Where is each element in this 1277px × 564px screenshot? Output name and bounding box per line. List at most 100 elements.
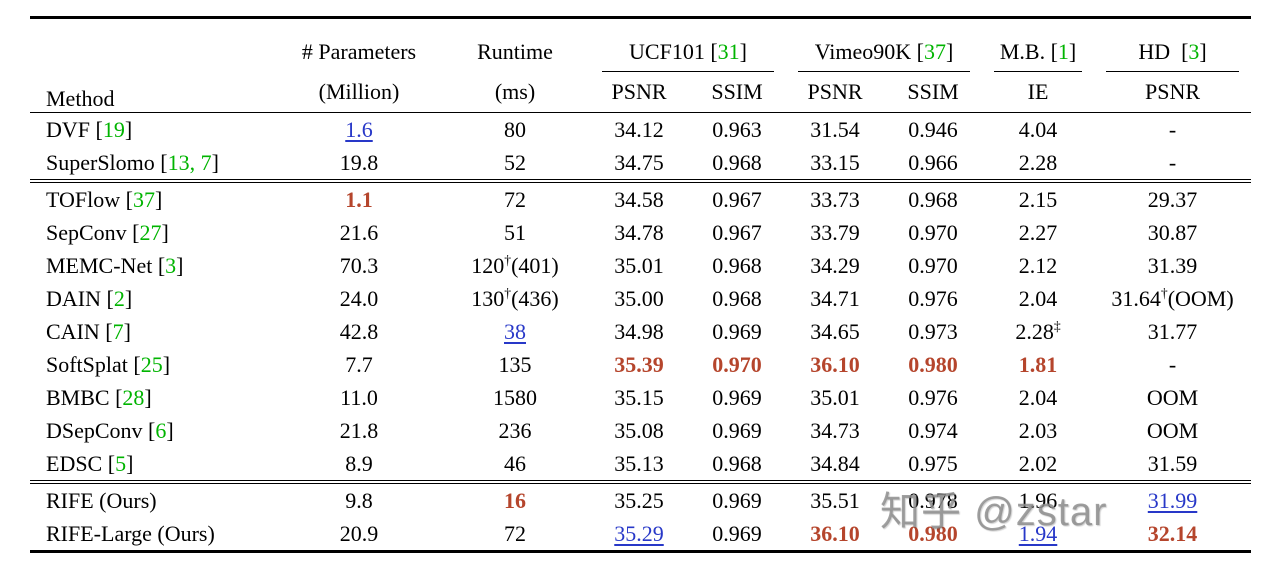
value-cell: 0.969 (688, 381, 786, 414)
value-cell: 0.969 (688, 484, 786, 518)
citation-link[interactable]: 37 (924, 39, 946, 64)
value-text: - (1168, 149, 1177, 175)
value-text: 7.7 (345, 351, 373, 377)
value-cell: 2.15 (982, 183, 1094, 217)
citation-link[interactable]: 19 (102, 116, 125, 142)
value-cell: 34.29 (786, 249, 884, 282)
citation-link[interactable]: 3 (1188, 39, 1200, 64)
value-text: 46 (504, 450, 526, 476)
citation-link[interactable]: 1 (1057, 39, 1069, 64)
value-text: 34.29 (810, 252, 860, 278)
value-text: 0.969 (712, 384, 762, 410)
group-label: M.B. (999, 39, 1046, 64)
citation-link[interactable]: 3 (165, 252, 177, 278)
value-text: 135 (498, 351, 532, 377)
value-text: 0.969 (712, 417, 762, 443)
value-text: 0.980 (908, 351, 958, 377)
value-cell: 1580 (440, 381, 590, 414)
value-cell: 35.39 (590, 348, 688, 381)
value-text: 35.25 (614, 487, 664, 513)
citation-link[interactable]: 6 (155, 417, 167, 443)
table-row: SepConv [27] 21.6 51 34.78 0.967 33.79 0.970 2.… (30, 216, 1251, 249)
method-cell: CAIN [7] (46, 318, 131, 344)
citation-link[interactable]: 28 (122, 384, 145, 410)
value-cell: 0.969 (688, 517, 786, 552)
value-text: 51 (504, 219, 526, 245)
value-cell: 33.79 (786, 216, 884, 249)
value-cell: 34.58 (590, 183, 688, 217)
value-cell: - (1094, 146, 1251, 180)
value-cell: 0.967 (688, 216, 786, 249)
value-text: 1.6 (345, 116, 373, 142)
value-text: 42.8 (339, 318, 379, 344)
table-row: SoftSplat [25] 7.7 135 35.39 0.970 36.10 0.980… (30, 348, 1251, 381)
value-cell: 1.96 (982, 484, 1094, 518)
value-cell: 33.15 (786, 146, 884, 180)
value-text: 2.04 (1018, 285, 1058, 311)
value-text: 21.6 (339, 219, 379, 245)
value-text: 236 (498, 417, 532, 443)
citation-link[interactable]: 37 (133, 186, 155, 212)
value-text: 24.0 (339, 285, 379, 311)
citation-link[interactable]: 5 (115, 450, 127, 476)
value-cell: 2.04 (982, 282, 1094, 315)
value-text: 0.969 (712, 487, 762, 513)
value-cell: 31.99 (1094, 484, 1251, 518)
value-text: 70.3 (339, 252, 379, 278)
value-text: 35.08 (614, 417, 664, 443)
value-cell: 21.8 (278, 414, 440, 447)
value-cell: 34.73 (786, 414, 884, 447)
col-header-runtime: Runtime (477, 39, 553, 64)
value-cell: 120†(401) (440, 249, 590, 282)
value-text: 1.81 (1018, 351, 1058, 377)
col-subheader-psnr: PSNR (1094, 72, 1252, 113)
value-text: 52 (504, 149, 526, 175)
value-cell: 0.974 (884, 414, 982, 447)
value-text: - (1168, 351, 1177, 377)
citation-link[interactable]: 2 (113, 285, 125, 311)
value-text: 36.10 (810, 351, 860, 377)
value-cell: 0.970 (884, 249, 982, 282)
value-cell: 31.64†(OOM) (1094, 282, 1251, 315)
value-text: 35.00 (614, 285, 664, 311)
table-row: BMBC [28] 11.0 1580 35.15 0.969 35.01 0.976 2.0… (30, 381, 1251, 414)
value-text: 0.966 (908, 149, 958, 175)
value-cell: 34.78 (590, 216, 688, 249)
value-text: 30.87 (1147, 219, 1198, 245)
value-text: 130†(436) (471, 285, 559, 311)
value-text: 2.15 (1018, 186, 1058, 212)
value-cell: 0.968 (688, 447, 786, 481)
value-cell: 80 (440, 113, 590, 147)
citation-link[interactable]: 13, 7 (167, 149, 212, 175)
value-cell: 0.968 (688, 282, 786, 315)
citation-link[interactable]: 25 (140, 351, 163, 377)
benchmark-table: Method # Parameters Runtime UCF101 [31] … (30, 16, 1252, 553)
value-text: 0.970 (712, 351, 762, 377)
value-cell: 20.9 (278, 517, 440, 552)
value-text: 0.967 (712, 219, 762, 245)
col-subheader-psnr: PSNR (786, 72, 885, 113)
value-text: 0.963 (712, 116, 762, 142)
value-cell: 42.8 (278, 315, 440, 348)
citation-link[interactable]: 7 (112, 318, 124, 344)
value-text: 32.14 (1147, 520, 1198, 546)
value-cell: 35.00 (590, 282, 688, 315)
value-cell: 46 (440, 447, 590, 481)
value-cell: 0.968 (688, 146, 786, 180)
citation-link[interactable]: 27 (139, 219, 162, 245)
value-text: 33.73 (810, 186, 860, 212)
value-cell: 0.969 (688, 414, 786, 447)
value-cell: 35.01 (590, 249, 688, 282)
value-cell: 30.87 (1094, 216, 1251, 249)
value-text: 35.13 (614, 450, 664, 476)
footnote-marker: † (1160, 285, 1168, 301)
value-cell: 2.28‡ (982, 315, 1094, 348)
value-text: 2.28‡ (1015, 318, 1061, 344)
value-cell: 0.968 (688, 249, 786, 282)
value-text: 38 (504, 318, 526, 344)
value-text: 35.51 (810, 487, 860, 513)
table-row: DAIN [2] 24.0 130†(436) 35.00 0.968 34.71 0.97… (30, 282, 1251, 315)
value-cell: 31.59 (1094, 447, 1251, 481)
citation-link[interactable]: 31 (717, 39, 740, 64)
value-cell: 0.976 (884, 381, 982, 414)
